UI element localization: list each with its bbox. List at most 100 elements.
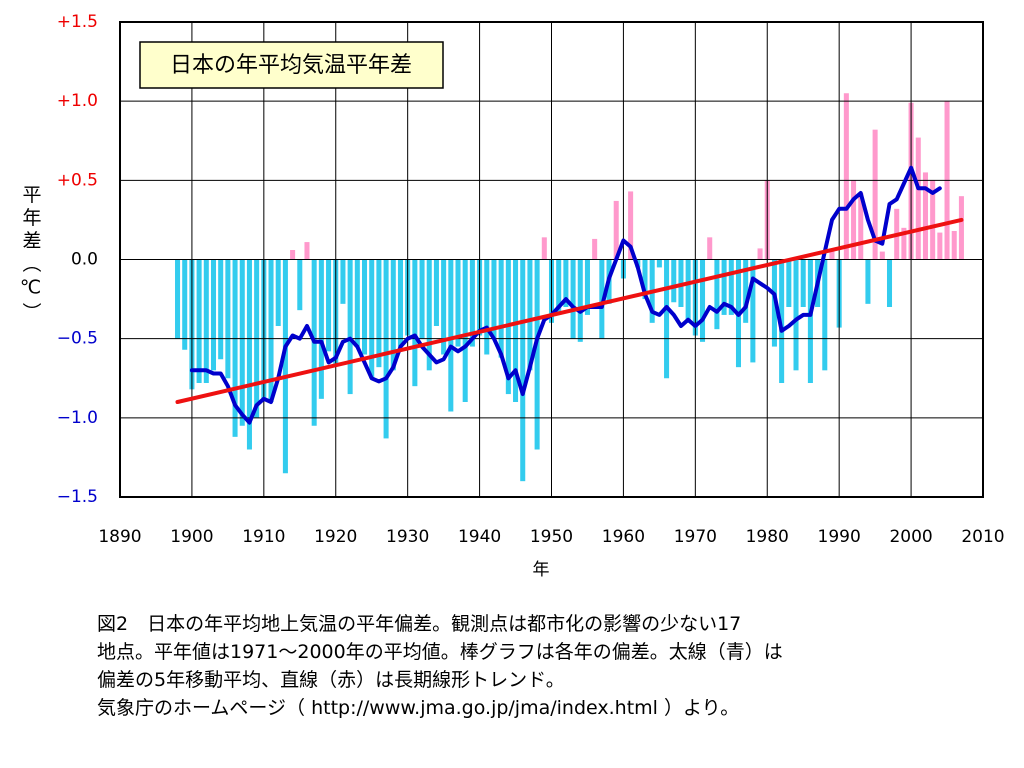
x-tick-label: 1890 [98,527,141,547]
bar [455,259,461,347]
bar [268,259,274,402]
bar [210,259,217,371]
bar [793,259,799,371]
bar [743,259,749,323]
bar [239,259,245,426]
bar [290,250,296,260]
bar [426,259,432,371]
bar [556,259,562,315]
bar [513,259,519,402]
bar [570,259,576,339]
bar [361,259,368,355]
bar [707,237,713,260]
bar [376,259,382,368]
bar [397,259,403,347]
bar [843,93,849,260]
bar [462,259,468,402]
bar [750,259,756,363]
bar [225,259,231,379]
y-tick-label: −1.5 [57,487,98,507]
x-tick-label: 1920 [314,527,357,547]
bar [196,259,202,383]
bar [865,259,871,304]
bar [232,259,238,437]
bar [203,259,209,383]
bar [182,259,188,350]
caption-line: 偏差の5年移動平均、直線（赤）は長期線形トレンド。 [97,669,565,691]
y-tick-label: +0.5 [57,170,98,190]
x-tick-label: 1970 [674,527,717,547]
bar [851,180,857,260]
bar [347,259,353,395]
plot-frame [119,21,984,498]
bar [527,259,533,371]
bar [656,259,662,268]
bar [642,259,648,300]
bar [534,259,540,450]
bar [383,259,389,439]
bar [433,259,439,326]
bar [354,259,360,347]
bar [577,259,583,342]
bar [700,259,706,342]
x-tick-label: 1930 [386,527,429,547]
bar [664,259,670,379]
bar [469,259,475,347]
bar [282,259,288,474]
x-tick-label: 1960 [602,527,645,547]
y-tick-label: +1.0 [57,91,98,111]
bar [369,259,375,379]
y-tick-label: +1.5 [57,12,98,32]
x-tick-label: 1900 [170,527,213,547]
title-box [139,41,444,89]
bar [786,259,792,307]
bar [858,193,864,260]
bar [757,248,763,260]
bar [584,259,590,315]
bar [175,259,181,339]
bar [563,259,569,307]
bar [326,259,332,352]
x-tick-label: 1990 [818,527,861,547]
bar [246,259,252,450]
bar [721,259,727,315]
bar [800,259,806,307]
bar [915,137,921,260]
bar [484,259,490,355]
bar [671,259,677,303]
line [189,165,942,425]
bar [218,259,224,360]
bar [930,180,936,260]
bar [886,259,893,307]
bar [951,231,957,260]
bar [304,242,310,260]
caption-line: 図2 日本の年平均地上気温の平年偏差。観測点は都市化の影響の少ない17 [97,613,742,635]
caption-line: 地点。平年値は1971～2000年の平均値。棒グラフは各年の偏差。太線（青）は [97,641,783,663]
bar [441,259,447,355]
bar [448,259,454,412]
bar [318,259,324,399]
bar [592,238,598,260]
caption-line: 気象庁のホームページ（ http://www.jma.go.jp/jma/ind… [97,697,740,719]
bar [520,259,526,482]
bar [807,259,813,383]
line [175,217,964,404]
x-tick-label: 1980 [746,527,789,547]
bar [613,200,619,260]
bar [714,259,720,330]
bar [937,232,943,260]
bar [628,191,634,260]
bar [901,227,907,260]
bar [822,259,828,371]
bar [541,237,547,260]
bar [872,129,878,260]
chart: 平年差（℃） 年 1890 1900 1910 1920 1930 1940 1950 196… [20,12,1005,580]
bar [297,259,303,311]
bar [275,259,281,326]
x-tick-label: 1940 [458,527,501,547]
bar [922,172,928,260]
bar [412,259,418,387]
x-tick-label: 1910 [242,527,285,547]
bar [685,259,691,323]
